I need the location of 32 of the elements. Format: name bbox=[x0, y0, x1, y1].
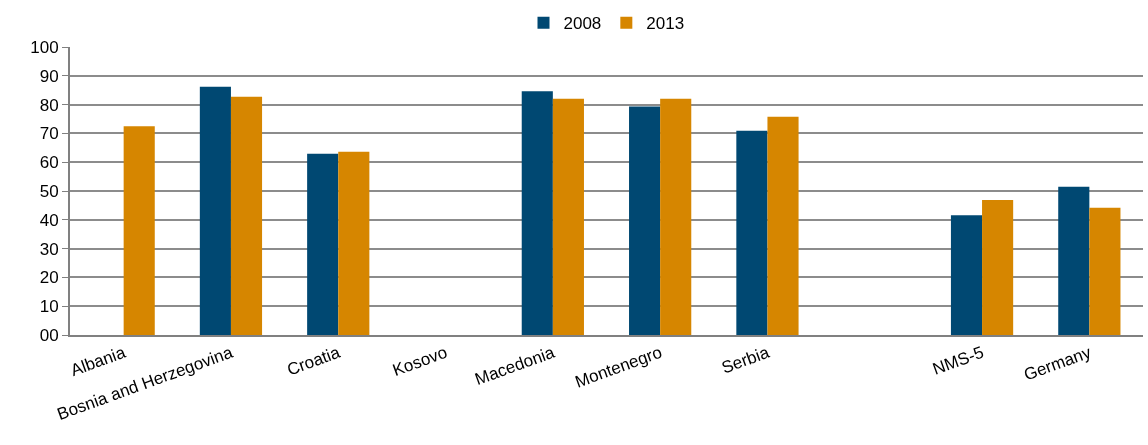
x-tick-label: Serbia bbox=[719, 342, 773, 378]
bar bbox=[660, 98, 692, 335]
bar bbox=[629, 106, 661, 335]
y-tick-label: 40 bbox=[39, 210, 59, 230]
bar bbox=[982, 199, 1014, 335]
bar bbox=[1058, 186, 1090, 335]
bar bbox=[199, 86, 231, 335]
bar bbox=[123, 126, 155, 335]
bar bbox=[1089, 207, 1121, 335]
bar bbox=[950, 215, 983, 335]
bar bbox=[736, 130, 768, 335]
y-tick-label: 70 bbox=[39, 124, 59, 144]
y-tick-label: 10 bbox=[39, 297, 59, 317]
bar bbox=[338, 151, 370, 335]
bar bbox=[307, 153, 339, 335]
y-tick-label: 90 bbox=[39, 66, 59, 86]
y-tick-label: 30 bbox=[39, 239, 59, 259]
bar bbox=[230, 96, 263, 335]
x-tick-label: Kosovo bbox=[390, 342, 450, 381]
x-tick-label: Albania bbox=[68, 342, 129, 381]
x-tick-label: Croatia bbox=[284, 342, 344, 380]
y-tick-label: 50 bbox=[39, 181, 59, 201]
y-tick-label: 80 bbox=[39, 95, 59, 115]
bar bbox=[521, 91, 553, 335]
y-tick-label: 20 bbox=[39, 268, 59, 288]
y-tick-label: 00 bbox=[39, 325, 59, 345]
legend-label: 2013 bbox=[646, 14, 685, 34]
y-tick-label: 100 bbox=[30, 37, 59, 57]
legend-label: 2008 bbox=[563, 14, 602, 34]
bar bbox=[767, 116, 799, 335]
bar bbox=[552, 98, 584, 335]
y-tick-label: 60 bbox=[39, 153, 59, 173]
